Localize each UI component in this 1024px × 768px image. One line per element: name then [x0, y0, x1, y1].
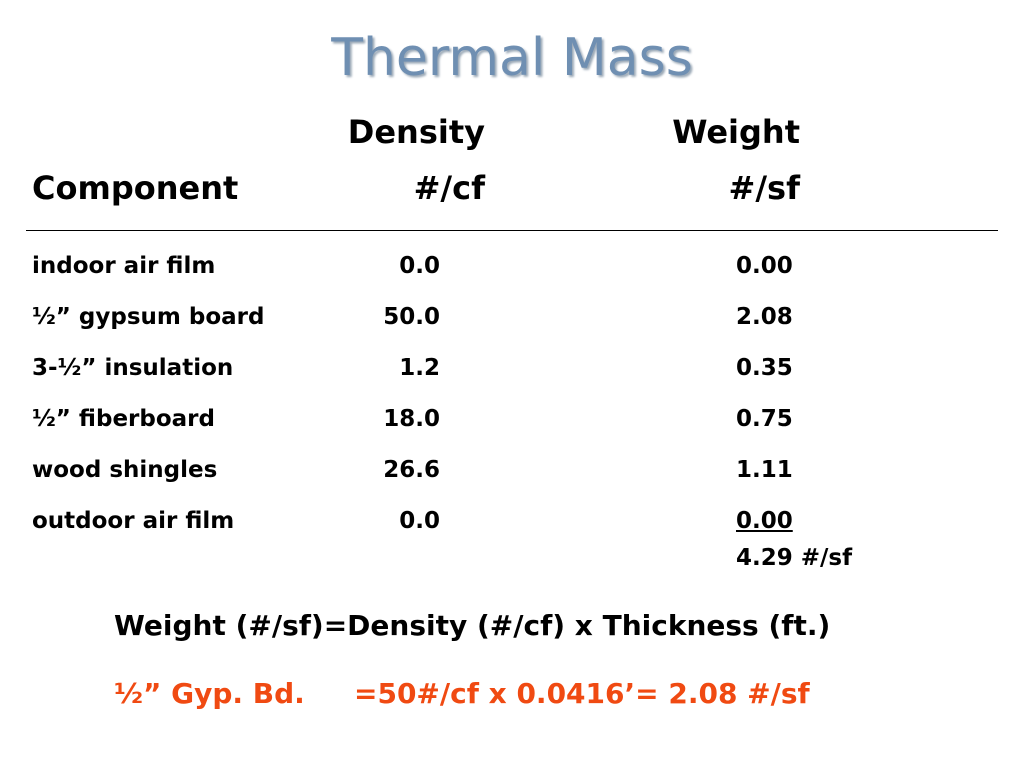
- density-value: 0.0: [399, 253, 440, 279]
- component-table: indoor air film 0.0 0.00 ½” gypsum board…: [0, 246, 1024, 552]
- density-value: 26.6: [383, 457, 440, 483]
- weight-value: 0.00: [736, 253, 793, 279]
- weight-formula: Weight (#/sf)=Density (#/cf) x Thickness…: [114, 609, 831, 642]
- header-divider: [26, 230, 998, 231]
- density-value: 0.0: [399, 508, 440, 534]
- table-row: ½” fiberboard 18.0 0.75: [0, 399, 1024, 450]
- example-label: ½” Gyp. Bd.: [114, 677, 305, 710]
- component-name: indoor air film: [32, 253, 216, 279]
- weight-value: 1.11: [736, 457, 793, 483]
- table-row: outdoor air film 0.0 0.00: [0, 501, 1024, 552]
- slide-title: Thermal Mass: [331, 28, 693, 88]
- component-name: 3-½” insulation: [32, 355, 234, 381]
- component-name: outdoor air film: [32, 508, 235, 534]
- component-name: ½” fiberboard: [32, 406, 215, 432]
- weight-value: 0.35: [736, 355, 793, 381]
- component-column-header: Component: [32, 169, 239, 207]
- density-value: 18.0: [383, 406, 440, 432]
- total-weight: 4.29 #/sf: [736, 545, 853, 571]
- density-unit-header: #/cf: [413, 169, 485, 207]
- component-name: ½” gypsum board: [32, 304, 265, 330]
- weight-value: 2.08: [736, 304, 793, 330]
- component-name: wood shingles: [32, 457, 218, 483]
- table-row: indoor air film 0.0 0.00: [0, 246, 1024, 297]
- density-value: 50.0: [383, 304, 440, 330]
- weight-value: 0.75: [736, 406, 793, 432]
- weight-value: 0.00: [736, 508, 793, 534]
- density-column-header: Density: [347, 113, 485, 151]
- table-row: 3-½” insulation 1.2 0.35: [0, 348, 1024, 399]
- example-calculation: ½” Gyp. Bd. =50#/cf x 0.0416’= 2.08 #/sf: [114, 672, 810, 716]
- example-result: =50#/cf x 0.0416’= 2.08 #/sf: [354, 677, 810, 710]
- table-row: wood shingles 26.6 1.11: [0, 450, 1024, 501]
- weight-column-header: Weight: [672, 113, 800, 151]
- table-row: ½” gypsum board 50.0 2.08: [0, 297, 1024, 348]
- weight-unit-header: #/sf: [728, 169, 800, 207]
- density-value: 1.2: [399, 355, 440, 381]
